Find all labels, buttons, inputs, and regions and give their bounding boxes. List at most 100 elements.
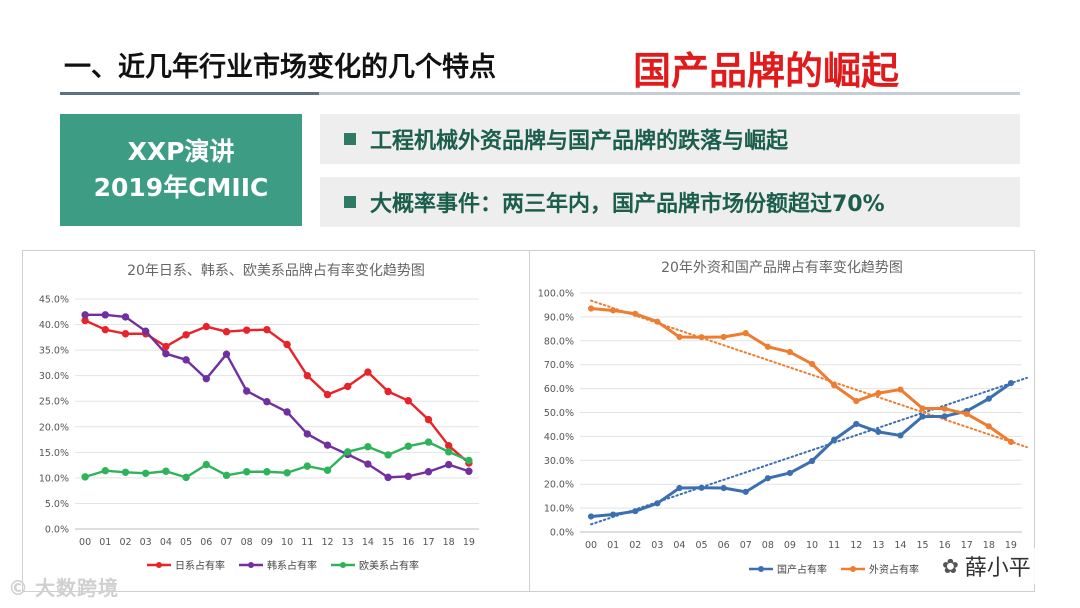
- x-tick-label: 07: [740, 540, 752, 551]
- watermark-right-text: 薛小平: [964, 556, 1031, 581]
- watermark-left: © 大数跨境: [8, 572, 119, 601]
- watermark-logo-icon: ©: [8, 576, 29, 600]
- data-point: [632, 508, 639, 515]
- title-divider: [60, 92, 1020, 95]
- data-point: [831, 436, 838, 443]
- data-point: [303, 462, 311, 470]
- y-tick-label: 20.0%: [39, 422, 69, 433]
- data-point: [283, 469, 291, 477]
- data-point: [742, 330, 749, 337]
- x-tick-label: 11: [301, 537, 313, 548]
- wechat-icon: ✿: [942, 554, 959, 578]
- x-tick-label: 06: [200, 537, 212, 548]
- x-tick-label: 01: [99, 537, 111, 548]
- data-point: [243, 468, 251, 476]
- data-point: [853, 397, 860, 405]
- x-tick-label: 04: [673, 540, 685, 551]
- data-point: [243, 326, 251, 334]
- y-tick-label: 100.0%: [538, 289, 574, 300]
- x-tick-label: 18: [983, 540, 995, 551]
- x-tick-label: 08: [762, 540, 774, 551]
- chart-regional-share: 20年日系、韩系、欧美系品牌占有率变化趋势图 0.0% 5.0% 10.0% 15.0%…: [22, 250, 530, 592]
- data-point: [303, 430, 311, 438]
- data-point: [632, 310, 639, 317]
- data-point: [303, 371, 311, 380]
- data-point: [121, 468, 130, 476]
- data-point: [941, 405, 948, 412]
- x-tick-label: 08: [241, 537, 253, 548]
- bullet-item: 大概率事件：两三年内，国产品牌市场份额超过70%: [320, 177, 1020, 227]
- data-point: [875, 390, 882, 397]
- data-point: [222, 350, 231, 358]
- data-point: [323, 390, 332, 399]
- y-tick-label: 10.0%: [39, 473, 69, 484]
- x-tick-label: 13: [342, 537, 354, 548]
- data-point: [323, 441, 332, 449]
- data-point: [698, 334, 705, 341]
- data-point: [182, 356, 190, 364]
- x-tick-label: 19: [463, 537, 475, 548]
- x-tick-label: 11: [828, 540, 840, 551]
- data-point: [222, 471, 231, 480]
- data-point: [202, 322, 211, 331]
- data-point: [465, 456, 473, 465]
- y-tick-label: 70.0%: [544, 360, 574, 371]
- legend-label: 外资占有率: [869, 563, 919, 576]
- data-point: [720, 484, 727, 492]
- data-point: [445, 460, 453, 469]
- chart-regional-share-svg: 20年日系、韩系、欧美系品牌占有率变化趋势图 0.0% 5.0% 10.0% 15.0%…: [39, 262, 479, 572]
- x-tick-label: 07: [220, 537, 232, 548]
- data-point: [364, 443, 372, 451]
- data-point: [698, 484, 705, 491]
- legend-marker: [340, 562, 346, 568]
- x-tick-label: 12: [321, 537, 333, 548]
- data-point: [101, 311, 110, 319]
- data-point: [445, 441, 453, 450]
- data-point: [764, 343, 771, 350]
- data-point: [263, 468, 271, 476]
- series-line-0: [590, 381, 1012, 518]
- y-tick-label: 35.0%: [39, 346, 69, 357]
- data-point: [243, 387, 251, 395]
- y-tick-label: 0.0%: [550, 528, 574, 539]
- data-point: [654, 318, 661, 325]
- data-point: [985, 395, 992, 402]
- x-tick-label: 12: [850, 540, 862, 551]
- x-tick-label: 06: [718, 540, 730, 551]
- x-tick-label: 09: [261, 537, 273, 548]
- y-tick-label: 60.0%: [544, 384, 574, 395]
- legend-label: 国产占有率: [777, 563, 827, 576]
- data-point: [919, 413, 926, 420]
- data-point: [404, 397, 412, 405]
- data-point: [1007, 438, 1015, 445]
- x-tick-label: 04: [160, 537, 172, 548]
- speech-badge-line1: XXP演讲: [127, 137, 235, 166]
- x-tick-label: 09: [784, 540, 796, 551]
- x-tick-label: 14: [362, 537, 374, 548]
- y-tick-label: 40.0%: [544, 432, 574, 443]
- x-tick-label: 02: [629, 540, 641, 551]
- x-tick-label: 15: [382, 537, 394, 548]
- data-point: [384, 387, 392, 396]
- data-point: [610, 511, 617, 518]
- x-tick-label: 17: [961, 540, 973, 551]
- x-tick-label: 16: [402, 537, 414, 548]
- data-point: [364, 368, 372, 376]
- square-bullet-icon: [344, 196, 356, 208]
- data-point: [720, 333, 727, 341]
- bullet-text: 工程机械外资品牌与国产品牌的跌落与崛起: [370, 129, 789, 154]
- x-tick-label: 10: [281, 537, 293, 548]
- legend-label: 韩系占有率: [267, 559, 317, 572]
- y-tick-label: 45.0%: [39, 295, 69, 306]
- data-point: [222, 328, 231, 336]
- x-tick-label: 17: [422, 537, 434, 548]
- x-tick-label: 15: [917, 540, 929, 551]
- data-point: [465, 467, 473, 475]
- data-point: [919, 405, 926, 412]
- y-tick-label: 5.0%: [45, 499, 69, 510]
- x-tick-label: 14: [894, 540, 906, 551]
- y-tick-label: 10.0%: [544, 504, 574, 515]
- data-point: [364, 460, 372, 468]
- x-tick-label: 01: [607, 540, 619, 551]
- data-point: [808, 360, 816, 368]
